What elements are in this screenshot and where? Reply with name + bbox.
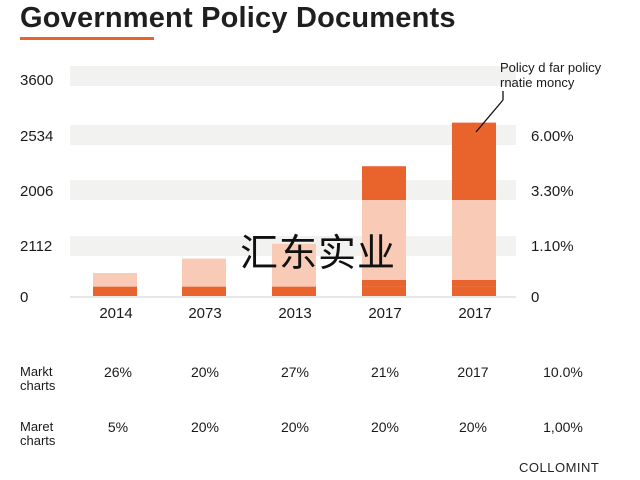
chart-annotation: Policy d far policy rnatie moncy xyxy=(500,60,640,90)
bar xyxy=(362,286,406,296)
table-row-label: Markt charts xyxy=(20,365,55,393)
bar xyxy=(182,286,226,296)
y-tick-label-right: 0 xyxy=(531,289,539,306)
x-tick-label: 2013 xyxy=(278,305,311,322)
y-tick-label-left: 2006 xyxy=(20,183,53,200)
brand-logo: COLLOMINT xyxy=(519,460,600,475)
table-row-label-line: Maret xyxy=(20,419,54,434)
bar-highlight-band xyxy=(452,200,496,280)
table-cell: 20% xyxy=(370,419,400,435)
x-tick-label: 2073 xyxy=(188,305,221,322)
y-tick-label-left: 3600 xyxy=(20,72,53,89)
y-tick-label-left: 2112 xyxy=(20,238,52,255)
y-tick-label-left: 0 xyxy=(20,289,28,306)
table-cell: 27% xyxy=(280,364,310,380)
y-tick-label-right: 3.30% xyxy=(531,183,574,200)
table-cell: 20% xyxy=(458,419,488,435)
grid-band-0 xyxy=(70,66,516,86)
title-underline xyxy=(20,37,154,40)
x-tick-label: 2017 xyxy=(458,305,491,322)
annotation-leader xyxy=(475,99,504,133)
table-row-label-line: Markt xyxy=(20,364,53,379)
y-tick-label-left: 2534 xyxy=(20,128,53,145)
bar xyxy=(452,286,496,296)
table-cell: 21% xyxy=(370,364,400,380)
table-cell: 10.0% xyxy=(543,364,583,380)
table-cell: 26% xyxy=(103,364,133,380)
bar-highlight-band xyxy=(362,200,406,280)
table-row-label-line: charts xyxy=(20,433,56,448)
annotation-line-1: Policy d far policy xyxy=(500,60,602,75)
table-cell: 5% xyxy=(107,419,129,435)
grid-band-2 xyxy=(70,180,516,200)
bar xyxy=(272,243,316,287)
x-tick-label: 2017 xyxy=(368,305,401,322)
bar xyxy=(182,258,226,287)
table-row-label: Maret charts xyxy=(20,420,55,448)
table-cell: 2017 xyxy=(457,364,489,380)
y-tick-label-right: 1.10% xyxy=(531,238,574,255)
table-cell: 1,00% xyxy=(543,419,583,435)
table-cell: 20% xyxy=(280,419,310,435)
table-cell: 20% xyxy=(190,419,220,435)
watermark-text: 汇东实业 xyxy=(240,231,397,275)
table-row-label-line: charts xyxy=(20,378,56,393)
bar xyxy=(272,286,316,296)
annotation-line-2: rnatie moncy xyxy=(500,75,575,90)
x-tick-label: 2014 xyxy=(99,305,132,322)
bar xyxy=(93,273,137,287)
table-cell: 20% xyxy=(190,364,220,380)
grid-band-1 xyxy=(70,125,516,145)
page-title: Government Policy Documents xyxy=(20,2,456,34)
bar xyxy=(93,286,137,296)
y-tick-label-right: 6.00% xyxy=(531,128,574,145)
